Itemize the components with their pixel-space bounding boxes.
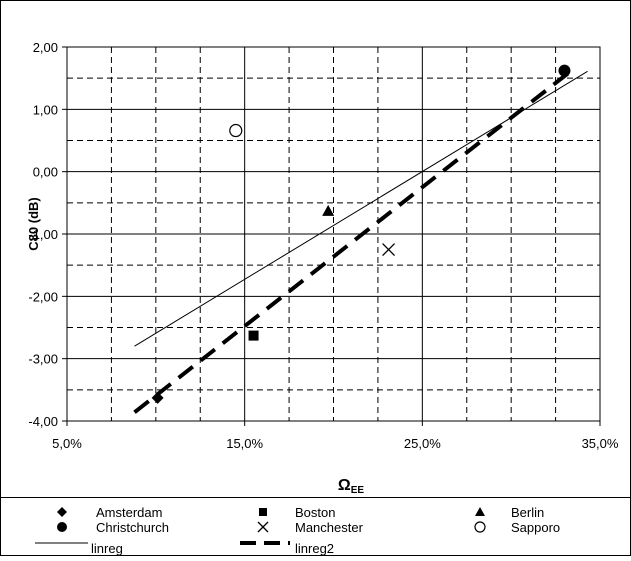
- legend: Amsterdam Boston Berlin Christchurch Manches…: [35, 505, 560, 556]
- legend-item-christchurch: Christchurch: [57, 520, 169, 535]
- legend-label: Manchester: [295, 520, 364, 535]
- legend-label: Boston: [295, 505, 335, 520]
- point-berlin: [322, 204, 335, 216]
- legend-item-berlin: Berlin: [475, 505, 544, 520]
- legend-marker: [57, 507, 67, 517]
- legend-item-manchester: Manchester: [257, 520, 364, 535]
- x-stroke: [382, 243, 396, 257]
- legend-label: linreg: [91, 541, 123, 556]
- legend-marker: [259, 508, 267, 516]
- point-christchurch: [558, 64, 571, 77]
- x-stroke: [257, 521, 269, 533]
- legend-item-linreg: linreg: [35, 541, 123, 556]
- legend-label: Sapporo: [511, 520, 560, 535]
- x-tick-label: 15,0%: [226, 436, 263, 451]
- point-boston: [248, 330, 259, 341]
- y-tick-label: 2,00: [33, 40, 58, 55]
- y-tick-label: -4,00: [28, 414, 58, 429]
- data-points: [151, 64, 571, 404]
- x-tick-label: 35,0%: [582, 436, 619, 451]
- legend-item-boston: Boston: [259, 505, 335, 520]
- point-amsterdam: [151, 391, 164, 404]
- line-linreg2: [133, 70, 572, 414]
- legend-item-amsterdam: Amsterdam: [57, 505, 162, 520]
- legend-label: Berlin: [511, 505, 544, 520]
- regression-lines: [133, 70, 588, 414]
- legend-label: linreg2: [295, 541, 334, 556]
- legend-label: Christchurch: [96, 520, 169, 535]
- x-tick-label: 25,0%: [404, 436, 441, 451]
- legend-marker: [57, 522, 67, 532]
- legend-item-linreg2: linreg2: [240, 541, 334, 556]
- legend-item-sapporo: Sapporo: [474, 520, 560, 535]
- grid: [67, 47, 600, 421]
- legend-label: Amsterdam: [96, 505, 162, 520]
- axis-ticks: -4,00 -3,00 -2,00 -1,00 0,00 1,00 2,00 5,0% 15,0…: [28, 40, 619, 451]
- y-tick-label: 1,00: [33, 102, 58, 117]
- point-sapporo: [229, 123, 243, 138]
- y-axis-label: C80 (dB): [26, 197, 41, 250]
- legend-marker: [475, 507, 485, 516]
- x-tick-label: 5,0%: [52, 436, 82, 451]
- y-tick-label: -1,00: [28, 227, 58, 242]
- legend-marker: [257, 521, 269, 533]
- x-axis-label-main: Ω: [338, 477, 351, 494]
- y-tick-label: -2,00: [28, 289, 58, 304]
- x-axis-label: ΩEE: [338, 477, 364, 496]
- x-axis-label-sub: EE: [351, 485, 365, 496]
- legend-marker: [474, 521, 486, 533]
- y-tick-label: -3,00: [28, 352, 58, 367]
- y-tick-label: 0,00: [33, 165, 58, 180]
- point-manchester: [382, 243, 396, 257]
